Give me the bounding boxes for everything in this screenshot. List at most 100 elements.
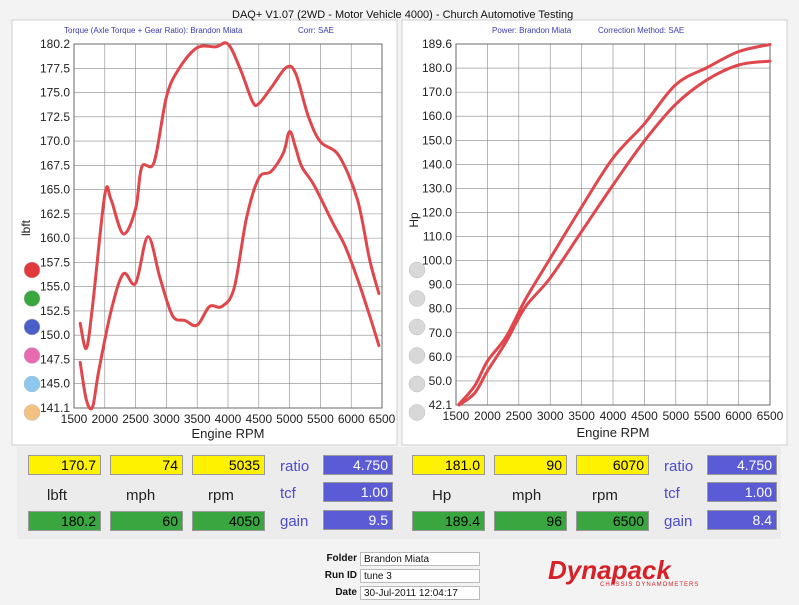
power-x-tick-label: 1500 [443,409,470,423]
torque-x-tick-label: 2000 [91,412,118,426]
power-y-tick-label: 180.0 [422,61,452,75]
left-gain-label: gain [280,513,309,530]
torque-y-tick-label: 162.5 [40,207,70,221]
date-value: 30-Jul-2011 12:04:17 [360,586,480,600]
power-y-tick-label: 60.0 [429,350,453,364]
right-ratio-value: 4.750 [707,455,777,475]
torque-y-tick-label: 155.0 [40,280,70,294]
power-x-tick-label: 3500 [568,409,595,423]
power-legend-dot [408,318,426,336]
torque-y-tick-label: 172.5 [40,110,70,124]
folder-value: Brandon Miata [360,552,480,566]
torque-x-tick-label: 2500 [122,412,149,426]
power-y-tick-label: 90.0 [429,278,453,292]
power-y-tick-label: 130.0 [422,181,452,195]
date-label: Date [335,587,357,598]
left-label-rpm: rpm [208,487,234,504]
torque-legend-dot [23,404,41,421]
folder-label: Folder [326,553,357,564]
torque-x-tick-label: 4000 [215,412,242,426]
left-max-rpm: 4050 [192,511,265,531]
power-y-tick-label: 120.0 [422,205,452,219]
power-x-tick-label: 6000 [725,409,752,423]
left-ratio-label: ratio [280,458,310,475]
right-ratio-label: ratio [664,458,694,475]
power-panel [401,19,788,446]
power-y-tick-label: 50.0 [429,374,453,388]
right-tcf-label: tcf [664,485,680,502]
window-title: DAQ+ V1.07 (2WD - Motor Vehicle 4000) - … [232,9,574,21]
power-legend-dot [408,261,426,279]
torque-y-tick-label: 145.0 [40,377,70,391]
torque-y-axis-label: lbft [19,219,33,236]
right-max-mph: 96 [494,511,567,531]
power-y-tick-label: 110.0 [423,230,452,244]
power-x-tick-label: 4500 [631,409,658,423]
torque-x-tick-label: 3500 [184,412,211,426]
torque-x-tick-label: 5500 [307,412,334,426]
power-x-tick-label: 2000 [474,409,501,423]
torque-x-tick-label: 3000 [153,412,180,426]
left-max-mph: 60 [110,511,183,531]
torque-subtitle-right: Corr: SAE [298,26,334,35]
torque-x-tick-label: 6000 [338,412,365,426]
right-label-mph: mph [512,487,542,504]
runid-value: tune 3 [360,569,480,583]
torque-legend-dot [23,261,41,279]
left-current-lbft: 170.7 [28,455,101,475]
power-legend-dot [408,404,426,421]
power-subtitle-right: Correction Method: SAE [598,26,684,35]
right-current-mph: 90 [494,455,567,475]
runid-label: Run ID [324,570,357,581]
torque-y-tick-label: 177.5 [40,61,70,75]
torque-legend-dot [23,318,41,336]
power-legend-dot [408,347,426,364]
dynapack-logo: Dynapack [548,555,671,585]
right-label-hp: Hp [432,487,452,504]
power-series-line [457,59,772,407]
power-subtitle: Power: Brandon Miata [492,26,572,35]
torque-x-tick-label: 1500 [61,412,88,426]
right-max-rpm: 6500 [576,511,649,531]
left-label-mph: mph [126,487,156,504]
right-tcf-value: 1.00 [707,482,777,502]
right-current-hp: 181.0 [412,455,485,475]
power-y-tick-label: 80.0 [429,302,453,316]
power-x-tick-label: 5000 [662,409,689,423]
torque-series-line [78,41,381,350]
right-max-hp: 189.4 [412,511,485,531]
power-series-line [457,43,772,406]
power-y-axis-label: Hp [407,212,421,228]
left-ratio-value: 4.750 [323,455,393,475]
dynapack-tagline: CHASSIS DYNAMOMETERS [600,582,700,588]
torque-y-tick-label: 157.5 [40,255,70,269]
power-x-tick-label: 6500 [757,409,784,423]
torque-x-tick-label: 5000 [276,412,303,426]
torque-x-axis-label: Engine RPM [192,426,265,441]
power-x-tick-label: 4000 [600,409,627,423]
power-y-tick-label: 150.0 [422,133,452,147]
power-legend-dot [408,290,426,307]
chart-torque: 1500 2000 2500 3000 3500 4000 4500 5000 5500 6000… [11,19,398,446]
right-gain-value: 8.4 [707,510,777,530]
power-x-axis-label: Engine RPM [577,425,650,440]
torque-x-tick-label: 4500 [245,412,272,426]
torque-legend-dot [23,290,41,307]
left-tcf-value: 1.00 [323,482,393,502]
torque-y-tick-label: 160.0 [40,231,70,245]
torque-y-tick-label: 147.5 [40,352,70,366]
power-x-tick-label: 5500 [694,409,721,423]
right-current-rpm: 6070 [576,455,649,475]
power-y-tick-label: 189.6 [422,37,452,51]
left-label-lbft: lbft [47,487,68,504]
power-y-tick-label: 140.0 [422,157,452,171]
power-y-tick-label: 100.0 [422,254,452,268]
left-max-lbft: 180.2 [28,511,101,531]
power-y-tick-label: 170.0 [422,85,452,99]
power-x-tick-label: 3000 [537,409,564,423]
left-current-mph: 74 [110,455,183,475]
power-y-tick-label: 160.0 [422,109,452,123]
power-legend-dot [408,375,426,393]
torque-y-tick-label: 175.0 [40,86,70,100]
power-y-tick-label: 70.0 [429,326,453,340]
